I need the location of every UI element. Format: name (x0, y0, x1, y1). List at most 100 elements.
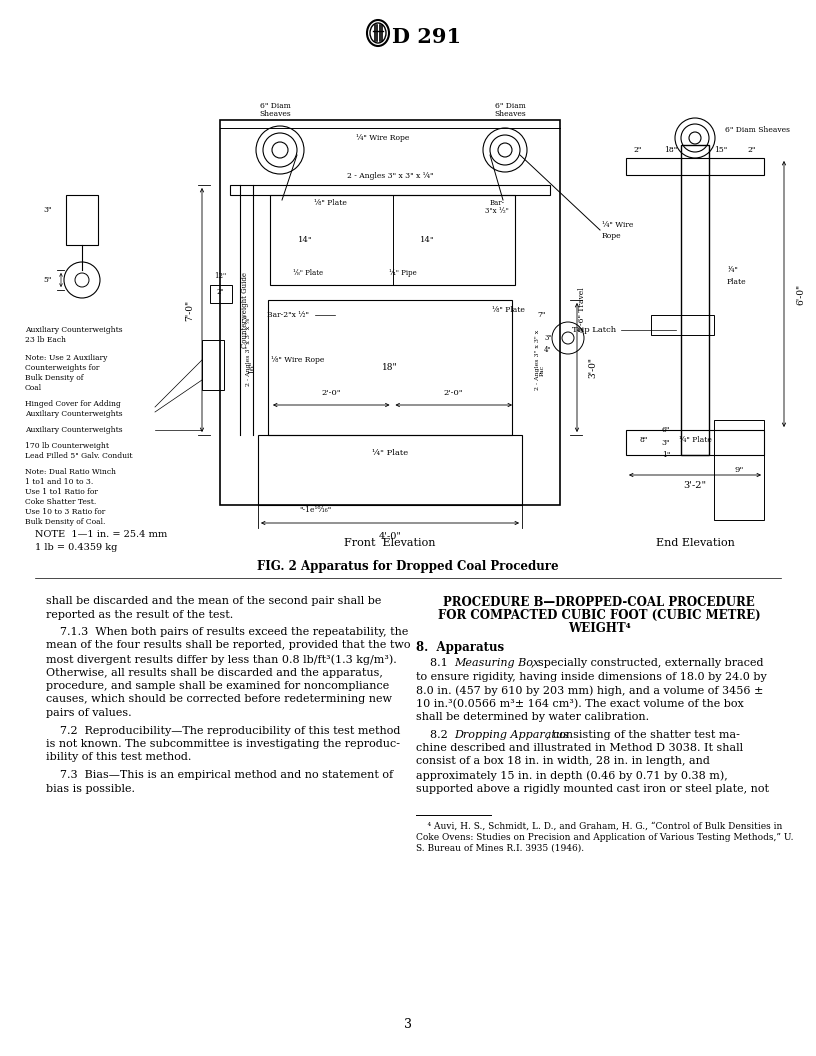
Text: Pac: Pac (539, 364, 544, 376)
Text: 8.2: 8.2 (416, 730, 455, 739)
Text: Plate: Plate (727, 278, 747, 286)
Text: Hinged Cover for Adding: Hinged Cover for Adding (25, 400, 121, 408)
Text: Auxiliary Counterweights: Auxiliary Counterweights (25, 326, 122, 334)
Text: NOTE  1—1 in. = 25.4 mm: NOTE 1—1 in. = 25.4 mm (35, 530, 167, 539)
Text: WEIGHT⁴: WEIGHT⁴ (568, 622, 631, 635)
Text: most divergent results differ by less than 0.8 lb/ft³(1.3 kg/m³).: most divergent results differ by less th… (46, 654, 397, 664)
Text: 3: 3 (404, 1018, 412, 1032)
Text: Lead Filled 5" Galv. Conduit: Lead Filled 5" Galv. Conduit (25, 452, 132, 460)
Text: 3": 3" (43, 206, 52, 214)
Text: , consisting of the shatter test ma-: , consisting of the shatter test ma- (546, 730, 740, 739)
Text: S. Bureau of Mines R.I. 3935 (1946).: S. Bureau of Mines R.I. 3935 (1946). (416, 844, 584, 853)
Text: "-1e¹⁶⁄₁₆": "-1e¹⁶⁄₁₆" (299, 506, 331, 514)
Text: 3": 3" (544, 334, 552, 342)
Text: Note: Dual Ratio Winch: Note: Dual Ratio Winch (25, 468, 116, 476)
Text: 5": 5" (43, 276, 52, 284)
Bar (714, 420, 764, 520)
Text: ibility of this test method.: ibility of this test method. (46, 753, 192, 762)
Bar (66, 195, 98, 245)
Text: End Elevation: End Elevation (655, 538, 734, 548)
Text: procedure, and sample shall be examined for noncompliance: procedure, and sample shall be examined … (46, 681, 389, 691)
Text: Counterweight Guide: Counterweight Guide (241, 272, 249, 348)
Text: 18": 18" (664, 146, 677, 154)
Text: ¹⁄₄" Plate: ¹⁄₄" Plate (679, 436, 712, 444)
Text: 1 to1 and 10 to 3.: 1 to1 and 10 to 3. (25, 478, 93, 486)
Text: 2'-0": 2'-0" (444, 389, 463, 397)
Text: 8": 8" (640, 436, 648, 444)
Text: 6'-0": 6'-0" (796, 283, 805, 304)
Text: Bulk Density of: Bulk Density of (25, 374, 83, 382)
Text: Use 1 to1 Ratio for: Use 1 to1 Ratio for (25, 488, 98, 496)
Text: 10 in.³(0.0566 m³± 164 cm³). The exact volume of the box: 10 in.³(0.0566 m³± 164 cm³). The exact v… (416, 698, 743, 709)
Text: consist of a box 18 in. in width, 28 in. in length, and: consist of a box 18 in. in width, 28 in.… (416, 756, 710, 767)
Text: 18": 18" (382, 363, 398, 372)
Text: 6": 6" (662, 426, 670, 434)
Text: Bar-: Bar- (490, 199, 504, 207)
Text: 23 lb Each: 23 lb Each (25, 336, 66, 344)
Bar (626, 430, 764, 455)
Text: shall be determined by water calibration.: shall be determined by water calibration… (416, 712, 649, 722)
Text: 14": 14" (298, 235, 313, 244)
Text: ¹⁄₈" Plate: ¹⁄₈" Plate (313, 199, 347, 207)
Text: , specially constructed, externally braced: , specially constructed, externally brac… (531, 658, 764, 668)
Text: mean of the four results shall be reported, provided that the two: mean of the four results shall be report… (46, 641, 410, 650)
Text: Rope: Rope (602, 232, 622, 240)
Text: ¹⁄₈" Plate: ¹⁄₈" Plate (491, 306, 525, 314)
Text: 7.1.3  When both pairs of results exceed the repeatability, the: 7.1.3 When both pairs of results exceed … (46, 627, 408, 637)
Text: Trip Latch: Trip Latch (572, 326, 616, 334)
Text: 2": 2" (634, 146, 642, 154)
Text: 6" Diam: 6" Diam (259, 102, 290, 110)
Text: FIG. 2 Apparatus for Dropped Coal Procedure: FIG. 2 Apparatus for Dropped Coal Proced… (257, 560, 559, 573)
Text: 16": 16" (248, 361, 256, 374)
Bar (268, 300, 512, 435)
Bar (270, 195, 515, 285)
Text: 15": 15" (714, 146, 728, 154)
Text: 3": 3" (662, 439, 670, 447)
Text: Sheaves: Sheaves (259, 110, 290, 118)
Text: Use 10 to 3 Ratio for: Use 10 to 3 Ratio for (25, 508, 105, 516)
Text: 12": 12" (214, 272, 226, 280)
Bar (626, 158, 764, 175)
Text: causes, which should be corrected before redetermining new: causes, which should be corrected before… (46, 695, 392, 704)
Text: 2": 2" (216, 288, 224, 296)
Text: ¹⁄₄" Pipe: ¹⁄₄" Pipe (388, 269, 416, 277)
Text: 4'-6" Travel: 4'-6" Travel (578, 287, 586, 333)
Text: Sheaves: Sheaves (494, 110, 526, 118)
Text: 1": 1" (662, 451, 670, 459)
Text: Note: Use 2 Auxiliary: Note: Use 2 Auxiliary (25, 354, 108, 362)
Bar (651, 315, 714, 335)
Text: ¹⁄₈" Plate: ¹⁄₈" Plate (293, 269, 323, 277)
Text: shall be discarded and the mean of the second pair shall be: shall be discarded and the mean of the s… (46, 596, 381, 606)
Text: Coke Shatter Test.: Coke Shatter Test. (25, 498, 96, 506)
Text: 3'-2": 3'-2" (684, 480, 707, 490)
Text: approximately 15 in. in depth (0.46 by 0.71 by 0.38 m),: approximately 15 in. in depth (0.46 by 0… (416, 770, 728, 780)
Text: 14": 14" (420, 235, 435, 244)
Text: 4": 4" (544, 346, 552, 354)
Text: 6" Diam: 6" Diam (494, 102, 526, 110)
Text: Otherwise, all results shall be discarded and the apparatus,: Otherwise, all results shall be discarde… (46, 667, 383, 678)
Bar (210, 285, 232, 303)
Text: 4'-0": 4'-0" (379, 532, 401, 541)
Text: 6" Diam Sheaves: 6" Diam Sheaves (725, 126, 790, 134)
Text: Front  Elevation: Front Elevation (344, 538, 436, 548)
Bar (202, 340, 224, 390)
Text: 9": 9" (734, 466, 743, 474)
Text: 7": 7" (538, 312, 546, 319)
Bar (230, 185, 550, 195)
Text: 7'-0": 7'-0" (185, 300, 194, 321)
Text: ¹⁄₄" Wire Rope: ¹⁄₄" Wire Rope (356, 134, 409, 142)
Text: Bulk Density of Coal.: Bulk Density of Coal. (25, 518, 105, 526)
Text: Counterweights for: Counterweights for (25, 364, 100, 372)
Text: 2'-0": 2'-0" (322, 389, 341, 397)
Bar (258, 435, 522, 505)
Text: 7.2  Reproducibility—The reproducibility of this test method: 7.2 Reproducibility—The reproducibility … (46, 725, 401, 735)
Text: reported as the result of the test.: reported as the result of the test. (46, 609, 233, 620)
Text: supported above a rigidly mounted cast iron or steel plate, not: supported above a rigidly mounted cast i… (416, 784, 769, 793)
Text: ¹⁄₈" Wire Rope: ¹⁄₈" Wire Rope (271, 356, 325, 364)
Bar (681, 145, 709, 455)
Text: FOR COMPACTED CUBIC FOOT (CUBIC METRE): FOR COMPACTED CUBIC FOOT (CUBIC METRE) (437, 609, 761, 622)
Text: ¹⁄₄" Wire: ¹⁄₄" Wire (602, 221, 633, 229)
Text: 170 lb Counterweight: 170 lb Counterweight (25, 442, 109, 450)
Text: 7.3  Bias—This is an empirical method and no statement of: 7.3 Bias—This is an empirical method and… (46, 770, 393, 780)
Text: is not known. The subcommittee is investigating the reproduc-: is not known. The subcommittee is invest… (46, 739, 400, 749)
